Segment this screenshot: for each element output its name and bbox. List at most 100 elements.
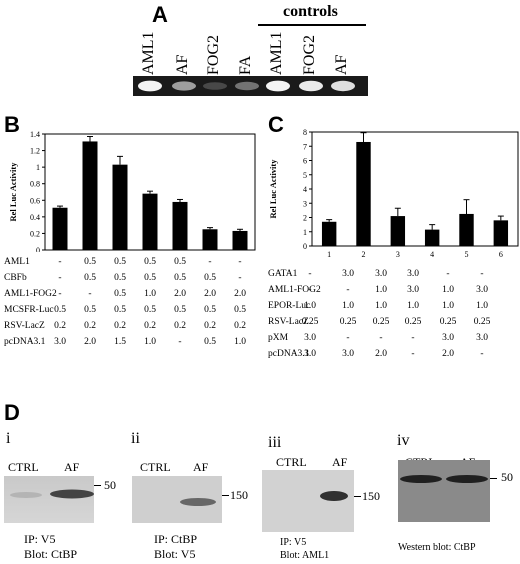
lane-label-fog2-control: FOG2 [301, 34, 318, 75]
table-c-cell: 0.25 [339, 317, 357, 327]
x-tick-label: 2 [362, 250, 366, 259]
table-c-row: EPOR-Luc 1.0 1.0 1.0 1.0 1.0 1.0 [268, 298, 520, 314]
subpanel-ii-marker-tick [222, 495, 229, 496]
bar [172, 201, 188, 250]
subpanel-i-marker-tick [94, 485, 101, 486]
table-b-row: AML1-FOG2- -0.5 1.0 2.0 2.0 2.0 [4, 286, 264, 302]
subpanel-ii-blot [132, 476, 222, 523]
table-b-row: RSV-LacZ 0.2 0.2 0.2 0.2 0.2 0.2 0.2 [4, 318, 264, 334]
gel-band [203, 82, 227, 90]
table-b-cell: 0.2 [234, 321, 246, 331]
table-c-row-label: RSV-LacZ [268, 317, 309, 327]
table-c-row-label: GATA1 [268, 269, 298, 279]
y-tick-label: 7 [303, 142, 307, 151]
y-tick-label: 0.2 [30, 229, 40, 238]
y-axis-label: Rel Luc Activity [8, 162, 18, 222]
lane-label-fa: FA [237, 55, 254, 75]
table-b-row: MCSFR-Luc 0.5 0.5 0.5 0.5 0.5 0.5 0.5 [4, 302, 264, 318]
y-tick-label: 0.6 [30, 196, 40, 205]
table-b-row-label: AML1-FOG2 [4, 289, 57, 299]
table-b-cell: 0.5 [114, 289, 126, 299]
subpanel-ii-lane-ctrl: CTRL [140, 460, 171, 474]
subpanel-iii-blot [262, 470, 354, 532]
table-b-cell: 0.5 [204, 305, 216, 315]
bar [459, 213, 474, 246]
table-c-cell: 1.0 [304, 301, 316, 311]
table-c-cell: 1.0 [342, 301, 354, 311]
table-b-cell: 0.5 [234, 305, 246, 315]
table-c-row-label: EPOR-Luc [268, 301, 311, 311]
x-tick-label: 4 [430, 250, 434, 259]
table-b-cell: 0.5 [114, 257, 126, 267]
table-b-cell: - [58, 273, 62, 283]
y-tick-label: 1 [36, 163, 40, 172]
table-b-cell: - [58, 289, 62, 299]
panel-b-table: AML1 - 0.5 0.5 0.5 0.5 - - CBFb - 0.5 0.5 0.5 0.5 0.5 -… [4, 254, 264, 354]
table-c-cell: 3.0 [476, 333, 488, 343]
bar [356, 141, 371, 246]
y-tick-label: 4 [303, 185, 307, 194]
table-c-cell: 0.25 [439, 317, 457, 327]
subpanel-ii-marker: 150 [230, 488, 248, 502]
table-b-row: CBFb - 0.5 0.5 0.5 0.5 0.5 - [4, 270, 264, 286]
table-c-cell: - [446, 269, 450, 279]
subpanel-iv-caption: Western blot: CtBP [398, 542, 476, 553]
lane-label-aml1: AML1 [140, 31, 157, 75]
table-b-cell: 1.0 [234, 337, 246, 347]
table-c-cell: - [308, 269, 312, 279]
y-tick-label: 1.4 [30, 130, 40, 139]
y-tick-label: 0.8 [30, 180, 40, 189]
gel-band [172, 81, 196, 91]
table-c-row-label: AML1-FOG2 [268, 285, 321, 295]
table-c-row-label: pXM [268, 333, 289, 343]
bar [493, 220, 509, 246]
panel-c-chart: 0 1 2 3 4 5 6 7 8 1 2 3 4 5 6 Rel Luc Activity [268, 128, 519, 259]
gel-band [331, 80, 355, 92]
gel-band [138, 80, 162, 92]
panel-b-letter: B [4, 112, 20, 137]
subpanel-iii-caption-ip: IP: V5 [280, 537, 307, 548]
table-b-cell: - [58, 257, 62, 267]
table-c-cell: 2.0 [375, 349, 387, 359]
subpanel-iv-label: iv [397, 432, 410, 449]
table-b-cell: 0.5 [204, 337, 216, 347]
y-tick-label: 0 [303, 242, 307, 251]
subpanel-i-blot [4, 476, 94, 523]
plot-frame [311, 131, 519, 247]
table-c-cell: 1.0 [442, 285, 454, 295]
table-b-cell: - [178, 337, 182, 347]
panel-c-letter: C [268, 112, 284, 137]
subpanel-i-lane-af: AF [64, 460, 80, 474]
y-tick-label: 2 [303, 214, 307, 223]
table-b-row-label: CBFb [4, 273, 27, 283]
table-c-cell: 0.25 [301, 317, 319, 327]
table-b-row-label: MCSFR-Luc [4, 305, 54, 315]
table-b-cell: - [88, 289, 92, 299]
table-b-cell: 0.5 [174, 273, 186, 283]
panel-a-gel [133, 76, 368, 96]
table-c-cell: 1.0 [375, 285, 387, 295]
x-tick-label: 3 [396, 250, 400, 259]
x-tick-label: 1 [327, 250, 331, 259]
table-c-cell: 3.0 [407, 285, 419, 295]
table-b-cell: 0.5 [144, 257, 156, 267]
table-c-cell: 1.0 [442, 301, 454, 311]
table-b-cell: 0.5 [84, 257, 96, 267]
table-c-cell: - [480, 269, 484, 279]
table-b-cell: 0.2 [174, 321, 186, 331]
table-b-row: pcDNA3.1 3.0 2.0 1.5 1.0 - 0.5 1.0 [4, 334, 264, 350]
subpanel-i-lane-ctrl: CTRL [8, 460, 39, 474]
y-tick-label: 3 [303, 199, 307, 208]
table-b-row-label: RSV-LacZ [4, 321, 45, 331]
gel-band [266, 80, 290, 92]
table-b-cell: 0.2 [84, 321, 96, 331]
table-b-cell: - [238, 257, 242, 267]
x-tick-label: 6 [499, 250, 503, 259]
subpanel-i-caption-blot: Blot: CtBP [24, 547, 78, 561]
controls-bracket-line [258, 24, 366, 26]
lane-label-fog2: FOG2 [205, 34, 222, 75]
lane-label-af: AF [174, 54, 191, 75]
table-b-cell: - [208, 257, 212, 267]
y-tick-label: 1.2 [30, 147, 40, 156]
panel-c-table: GATA1-3.0 3.0 3.0- - AML1-FOG2- -1.0 3.0 1.0 3.0… [268, 266, 520, 366]
